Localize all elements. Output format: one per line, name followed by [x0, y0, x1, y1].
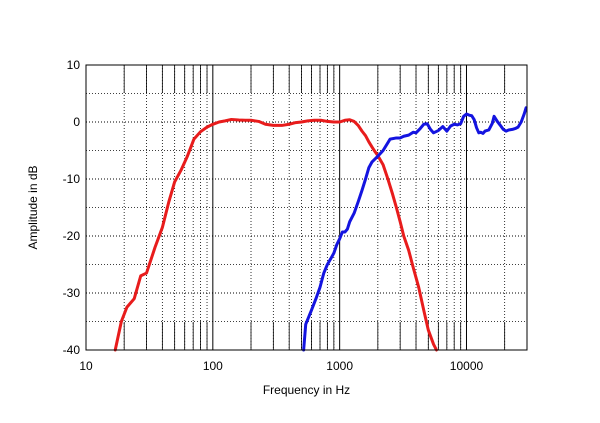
y-tick-label: 10 [67, 58, 81, 72]
series-line-1 [113, 117, 438, 352]
plot-frame [85, 64, 528, 351]
series-line-2 [302, 106, 528, 352]
series-lines [113, 106, 528, 352]
y-axis-label: Amplitude in dB [26, 165, 40, 249]
x-tick-label: 10000 [450, 359, 484, 373]
y-tick-label: -10 [63, 172, 81, 186]
y-tick-label: -20 [63, 229, 81, 243]
y-tick-label: -40 [63, 343, 81, 357]
grid [86, 65, 527, 350]
x-tick-label: 100 [203, 359, 223, 373]
x-axis-label: Frequency in Hz [263, 383, 350, 397]
y-tick-label: -30 [63, 286, 81, 300]
y-tick-label: 0 [73, 115, 80, 129]
x-tick-label: 10 [79, 359, 93, 373]
x-tick-label: 1000 [326, 359, 353, 373]
